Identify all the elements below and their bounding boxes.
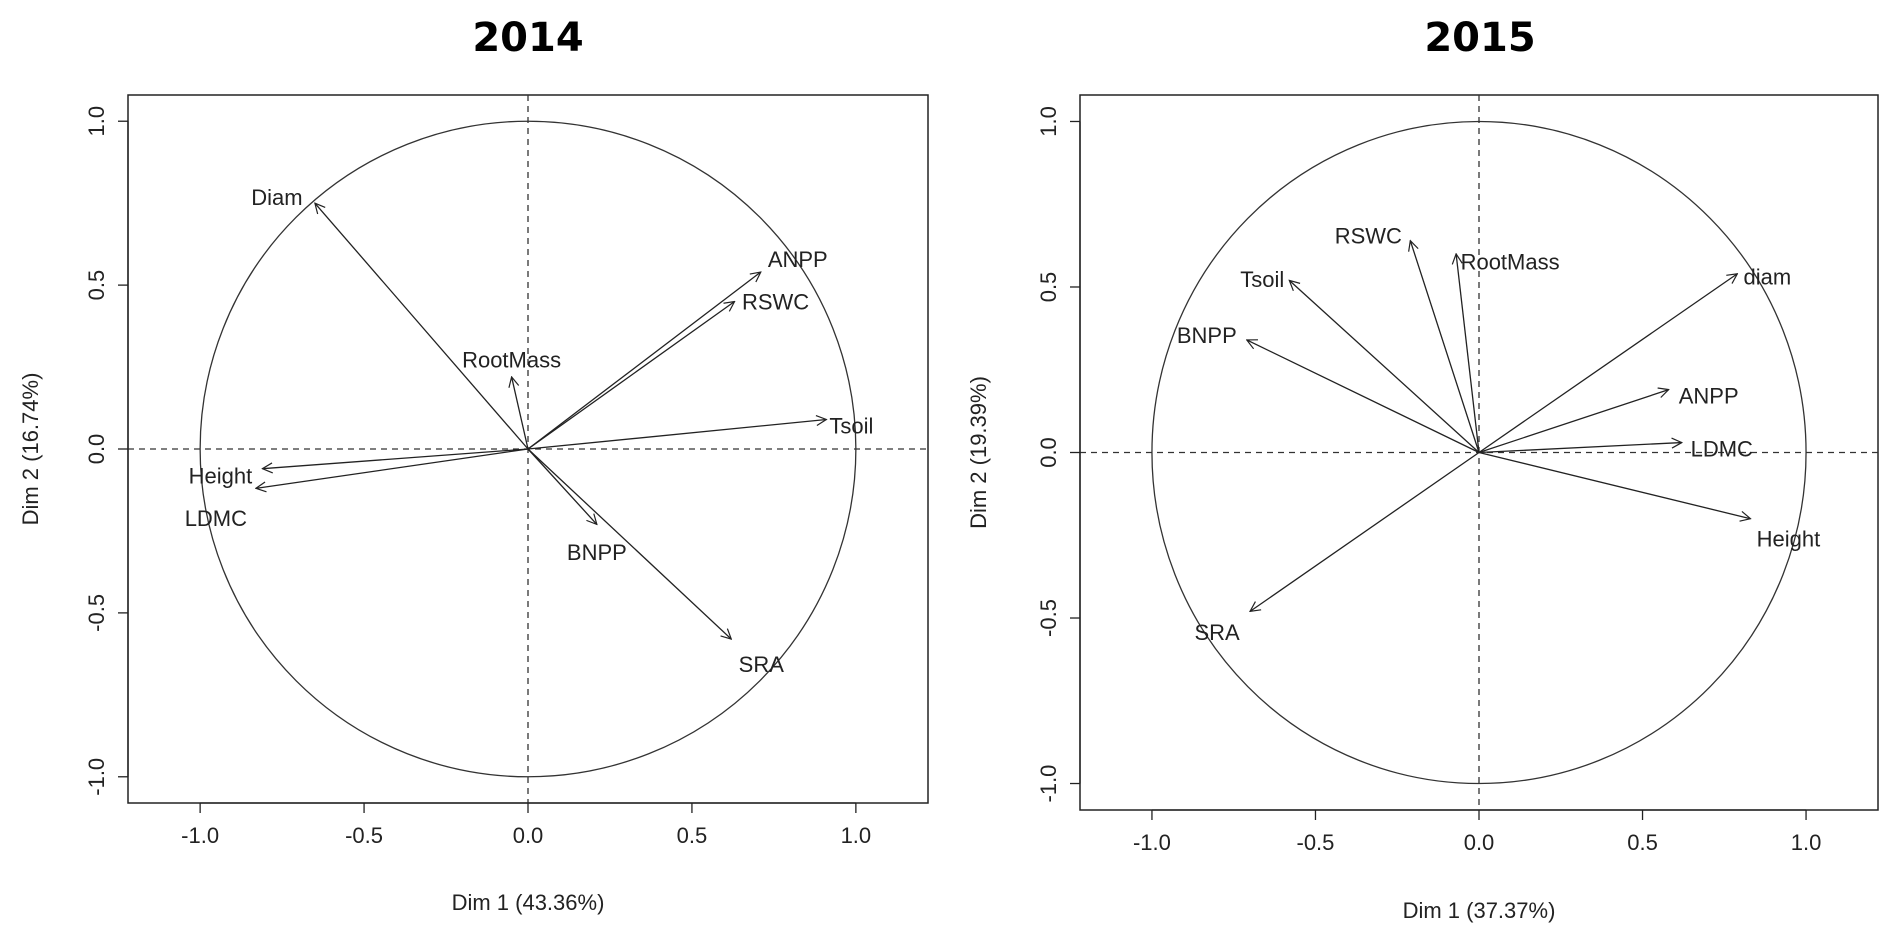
vector-arrow-rootmass xyxy=(512,377,529,450)
vector-label-diam: diam xyxy=(1744,265,1792,290)
vector-label-ldmc: LDMC xyxy=(185,506,247,531)
pca-panel-2014: 2014 -1.0 -0.5 0.0 0.5 1.0 -1.0 -0.5 0.0 0.5 1.0 Di… xyxy=(18,15,929,915)
vector-arrow-anpp xyxy=(1478,390,1669,454)
vector-label-anpp: ANPP xyxy=(768,247,828,272)
y-tick-label: 1.0 xyxy=(1036,106,1061,137)
x-axis-label: Dim 1 (37.37%) xyxy=(1403,898,1556,923)
y-tick-label: -0.5 xyxy=(1036,599,1061,637)
x-tick-label: -0.5 xyxy=(1297,830,1335,855)
x-tick-label: 0.5 xyxy=(1627,830,1658,855)
y-axis-label: Dim 2 (19.39%) xyxy=(966,376,991,529)
y-tick-label: 0.0 xyxy=(84,434,109,465)
vector-label-anpp: ANPP xyxy=(1679,383,1739,408)
x-tick-label: 1.0 xyxy=(841,823,872,848)
x-tick-label: -1.0 xyxy=(181,823,219,848)
vector-label-ldmc: LDMC xyxy=(1691,436,1753,461)
vector-label-sra: SRA xyxy=(1194,620,1240,645)
vector-label-diam: Diam xyxy=(251,185,302,210)
vector-label-sra: SRA xyxy=(739,652,785,677)
vector-arrow-bnpp xyxy=(1247,340,1480,454)
vector-arrow-tsoil xyxy=(527,420,826,450)
vector-label-tsoil: Tsoil xyxy=(829,413,873,438)
vector-arrow-rootmass xyxy=(1456,254,1480,453)
vector-label-bnpp: BNPP xyxy=(567,540,627,565)
vector-label-rswc: RSWC xyxy=(1335,223,1402,248)
vector-label-height: Height xyxy=(189,463,253,488)
vector-label-bnpp: BNPP xyxy=(1177,323,1237,348)
y-tick-label: -1.0 xyxy=(1036,765,1061,803)
vector-arrow-ldmc xyxy=(256,448,529,488)
vector-arrow-sra xyxy=(1250,451,1480,612)
vector-arrow-tsoil xyxy=(1289,280,1480,453)
vector-arrow-diam xyxy=(1478,274,1737,454)
x-tick-label: 0.5 xyxy=(677,823,708,848)
x-tick-label: 0.0 xyxy=(1464,830,1495,855)
vector-arrow-height xyxy=(1478,451,1750,519)
y-tick-label: 0.5 xyxy=(84,270,109,301)
vector-arrow-bnpp xyxy=(527,448,597,524)
vector-arrow-sra xyxy=(527,448,731,639)
x-tick-label: -0.5 xyxy=(345,823,383,848)
x-tick-label: -1.0 xyxy=(1133,830,1171,855)
vector-label-rswc: RSWC xyxy=(742,289,809,314)
vector-label-rootmass: RootMass xyxy=(462,348,561,373)
vector-arrow-height xyxy=(262,448,529,469)
y-tick-label: -1.0 xyxy=(84,758,109,796)
pca-panel-2015: 2015 -1.0 -0.5 0.0 0.5 1.0 -1.0 -0.5 0.0 0.5 1.0 Di… xyxy=(966,15,1879,923)
vector-arrow-rswc xyxy=(527,302,735,450)
y-axis-label: Dim 2 (16.74%) xyxy=(18,373,43,526)
y-tick-label: 0.0 xyxy=(1036,437,1061,468)
vector-arrow-ldmc xyxy=(1478,443,1682,454)
y-tick-label: -0.5 xyxy=(84,594,109,632)
x-tick-label: 0.0 xyxy=(513,823,544,848)
x-axis-label: Dim 1 (43.36%) xyxy=(452,890,605,915)
vector-arrow-diam xyxy=(315,203,529,450)
y-tick-label: 1.0 xyxy=(84,106,109,137)
chart-title: 2014 xyxy=(472,15,583,61)
vector-label-height: Height xyxy=(1757,527,1821,552)
vector-arrow-rswc xyxy=(1410,241,1480,453)
x-tick-label: 1.0 xyxy=(1791,830,1822,855)
vector-label-rootmass: RootMass xyxy=(1461,250,1560,275)
vector-arrow-anpp xyxy=(527,272,761,450)
y-tick-label: 0.5 xyxy=(1036,272,1061,303)
chart-title: 2015 xyxy=(1424,15,1535,61)
vector-label-tsoil: Tsoil xyxy=(1240,267,1284,292)
